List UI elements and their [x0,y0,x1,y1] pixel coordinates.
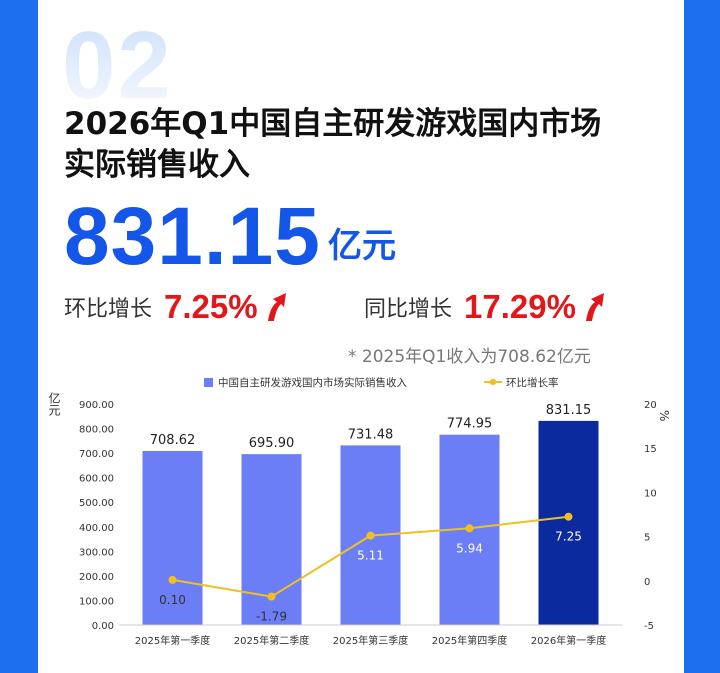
y-left-tick-label: 500.00 [79,498,114,509]
bar-value-label: 774.95 [447,417,493,432]
growth-value-label: -1.79 [256,610,287,624]
yoy-value: 17.29% [464,288,576,325]
y-left-label: 亿元 [47,391,61,417]
growth-value-label: 7.25 [555,530,582,544]
bar-value-label: 708.62 [150,433,196,448]
x-tick-label: 2025年第三季度 [333,634,408,647]
y-right-tick-label: 0 [644,577,650,588]
yoy-growth: 同比增长 17.29% [364,288,606,326]
y-left-tick-label: 800.00 [79,425,114,436]
y-left-tick-label: 900.00 [79,400,114,411]
legend-bar-swatch [204,378,213,387]
growth-value-label: 0.10 [159,593,186,607]
y-left-tick-label: 100.00 [79,596,114,607]
y-right-tick-label: 20 [644,400,657,411]
growth-value-label: 5.94 [456,541,483,555]
y-right-tick-label: 5 [644,533,650,544]
revenue-unit: 亿元 [328,226,396,266]
y-left-tick-label: 300.00 [79,547,114,558]
bar-value-label: 731.48 [348,427,394,442]
qoq-label: 环比增长 [64,297,153,322]
growth-point [168,575,177,584]
legend-bar-label: 中国自主研发游戏国内市场实际销售收入 [218,376,407,389]
page-title: 2026年Q1中国自主研发游戏国内市场 实际销售收入 [64,106,602,183]
growth-point [564,512,573,521]
up-arrow-icon [585,293,604,321]
growth-point [366,531,375,540]
y-right-tick-label: 15 [644,444,657,455]
y-left-tick-label: 400.00 [79,523,114,534]
y-left-tick-label: 200.00 [79,572,114,583]
x-tick-label: 2025年第四季度 [432,634,507,647]
y-left-tick-label: 0.00 [92,621,114,632]
growth-point [465,524,474,533]
y-left-tick-label: 700.00 [79,449,114,460]
yoy-label: 同比增长 [364,297,453,322]
revenue-value: 831.15 [64,191,321,282]
qoq-value: 7.25% [164,288,258,325]
infographic-card: 02 2026年Q1中国自主研发游戏国内市场 实际销售收入 831.15 亿元 … [38,0,684,673]
legend-line-label: 环比增长率 [506,376,559,389]
footnote: * 2025年Q1收入为708.62亿元 [348,347,591,367]
y-left-tick-label: 600.00 [79,474,114,485]
growth-value-label: 5.11 [357,549,384,563]
up-arrow-icon [267,293,286,321]
y-right-label: % [657,410,671,421]
bar [538,420,599,625]
section-number: 02 [62,12,173,119]
qoq-growth: 环比增长 7.25% [64,288,288,326]
y-right-tick-label: 10 [644,488,657,499]
bar [142,450,203,625]
x-tick-label: 2025年第二季度 [234,634,309,647]
x-tick-label: 2026年第一季度 [531,634,606,647]
x-tick-label: 2025年第一季度 [135,634,210,647]
legend-line-marker [489,378,497,386]
growth-point [267,592,276,601]
y-right-tick-label: -5 [644,621,654,632]
bar-value-label: 831.15 [546,403,592,418]
bar-value-label: 695.90 [249,436,295,451]
